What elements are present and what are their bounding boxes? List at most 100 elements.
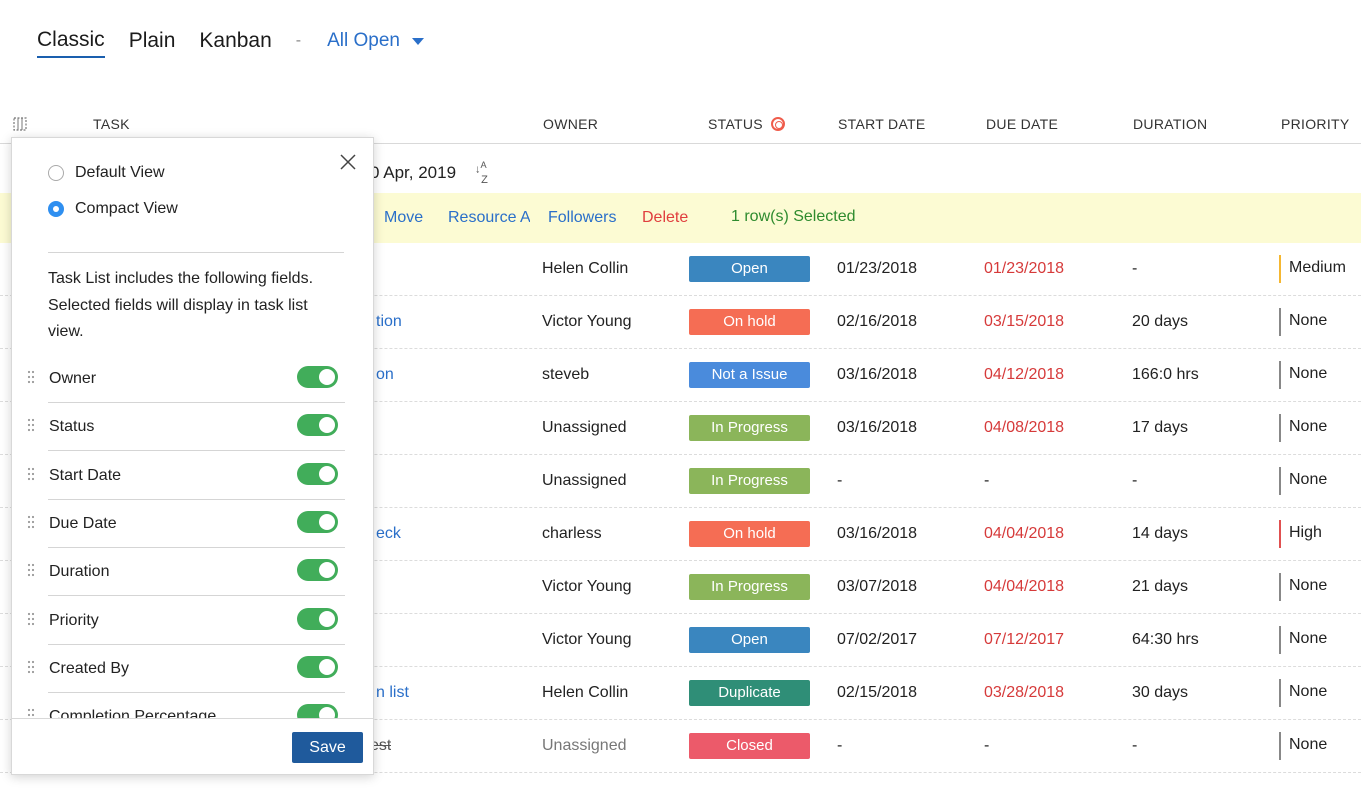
start-date-cell[interactable]: 03/07/2018 [837,578,918,595]
owner-cell[interactable]: charless [542,525,602,542]
duration-cell[interactable]: - [1132,737,1138,754]
table-row[interactable]: on steveb Not a Issue 03/16/2018 04/12/2018 1… [0,349,1361,402]
save-button[interactable]: Save [292,732,363,763]
due-date-cell[interactable]: - [984,472,990,489]
duration-cell[interactable]: 21 days [1132,578,1189,595]
task-name[interactable]: on [376,366,394,383]
field-toggle[interactable] [297,655,338,678]
due-date-cell[interactable]: 04/12/2018 [984,366,1065,383]
start-date-cell[interactable]: 02/16/2018 [837,313,918,330]
header-start-date[interactable]: START DATE [838,116,926,132]
tab-kanban[interactable]: Kanban [199,29,272,52]
duration-cell[interactable]: 14 days [1132,525,1189,542]
priority-cell[interactable]: None [1289,418,1328,435]
duration-cell[interactable]: 20 days [1132,313,1189,330]
header-task[interactable]: TASK [93,116,130,132]
owner-cell[interactable]: Victor Young [542,313,632,330]
start-date-cell[interactable]: 07/02/2017 [837,631,918,648]
compact-view-option[interactable]: Compact View [48,200,178,218]
priority-cell[interactable]: None [1289,683,1328,700]
drag-handle-icon[interactable] [27,612,35,626]
start-date-cell[interactable]: 03/16/2018 [837,525,918,542]
status-badge[interactable]: Open [689,256,810,282]
task-name[interactable]: tion [376,313,402,330]
field-toggle[interactable] [297,462,338,485]
field-toggle[interactable] [297,607,338,630]
status-badge[interactable]: On hold [689,309,810,335]
followers-action[interactable]: Followers [548,209,617,226]
header-owner[interactable]: OWNER [543,116,599,132]
start-date-cell[interactable]: 01/23/2018 [837,260,918,277]
field-toggle[interactable] [297,414,338,437]
table-row[interactable]: Unassigned In Progress - - - None [0,455,1361,508]
start-date-cell[interactable]: - [837,472,843,489]
due-date-cell[interactable]: 04/08/2018 [984,419,1065,436]
task-name[interactable]: n list [376,684,409,701]
duration-cell[interactable]: 166:0 hrs [1132,366,1199,383]
drag-handle-icon[interactable] [27,515,35,529]
due-date-cell[interactable]: 07/12/2017 [984,631,1065,648]
table-row[interactable]: n list Helen Collin Duplicate 02/15/2018 03/… [0,667,1361,720]
header-status[interactable]: STATUS [708,116,785,132]
resource-action[interactable]: Resource A [448,209,530,226]
duration-cell[interactable]: - [1132,472,1138,489]
due-date-cell[interactable]: 03/28/2018 [984,684,1065,701]
task-name[interactable]: est [370,737,392,754]
due-date-cell[interactable]: 03/15/2018 [984,313,1065,330]
column-settings-icon[interactable] [13,116,29,132]
table-row[interactable]: Helen Collin Open 01/23/2018 01/23/2018 - Med… [0,243,1361,296]
field-toggle[interactable] [297,559,338,582]
duration-cell[interactable]: 64:30 hrs [1132,631,1199,648]
duration-cell[interactable]: - [1132,260,1138,277]
priority-cell[interactable]: High [1289,524,1322,541]
duration-cell[interactable]: 17 days [1132,419,1189,436]
header-duration[interactable]: DURATION [1133,116,1208,132]
table-row[interactable]: est Unassigned Closed - - - None [0,720,1361,773]
field-toggle[interactable] [297,510,338,533]
drag-handle-icon[interactable] [27,418,35,432]
status-badge[interactable]: In Progress [689,468,810,494]
drag-handle-icon[interactable] [27,370,35,384]
radio-default-view[interactable] [48,165,64,181]
owner-cell[interactable]: steveb [542,366,590,383]
table-row[interactable]: Unassigned In Progress 03/16/2018 04/08/201… [0,402,1361,455]
header-priority[interactable]: PRIORITY [1281,116,1350,132]
field-toggle[interactable] [297,366,338,388]
priority-cell[interactable]: None [1289,365,1328,382]
delete-action[interactable]: Delete [642,209,689,226]
status-badge[interactable]: On hold [689,521,810,547]
start-date-cell[interactable]: 02/15/2018 [837,684,918,701]
table-row[interactable]: eck charless On hold 03/16/2018 04/04/2018 14… [0,508,1361,561]
table-row[interactable]: Victor Young In Progress 03/07/2018 04/04/2… [0,561,1361,614]
status-badge[interactable]: Not a Issue [689,362,810,388]
owner-cell[interactable]: Helen Collin [542,260,629,277]
status-badge[interactable]: In Progress [689,574,810,600]
radio-compact-view[interactable] [48,201,64,217]
move-action[interactable]: Move [384,209,424,226]
priority-cell[interactable]: None [1289,312,1328,329]
table-row[interactable]: tion Victor Young On hold 02/16/2018 03/15/2… [0,296,1361,349]
status-badge[interactable]: Duplicate [689,680,810,706]
due-date-cell[interactable]: 04/04/2018 [984,525,1065,542]
priority-cell[interactable]: None [1289,630,1328,647]
priority-cell[interactable]: None [1289,471,1328,488]
due-date-cell[interactable]: 01/23/2018 [984,260,1065,277]
default-view-option[interactable]: Default View [48,164,165,182]
drag-handle-icon[interactable] [27,660,35,674]
sort-az-icon[interactable]: ↓A Z [475,160,488,186]
due-date-cell[interactable]: 04/04/2018 [984,578,1065,595]
status-badge[interactable]: Open [689,627,810,653]
duration-cell[interactable]: 30 days [1132,684,1189,701]
close-icon[interactable] [339,153,357,171]
owner-cell[interactable]: Unassigned [542,737,627,754]
drag-handle-icon[interactable] [27,467,35,481]
owner-cell[interactable]: Victor Young [542,631,632,648]
task-name[interactable]: eck [376,525,401,542]
gear-icon[interactable] [770,117,785,131]
status-badge[interactable]: In Progress [689,415,810,441]
owner-cell[interactable]: Helen Collin [542,684,629,701]
drag-handle-icon[interactable] [27,563,35,577]
header-due-date[interactable]: DUE DATE [986,116,1059,132]
owner-cell[interactable]: Victor Young [542,578,632,595]
filter-dropdown[interactable]: All Open [327,30,424,52]
